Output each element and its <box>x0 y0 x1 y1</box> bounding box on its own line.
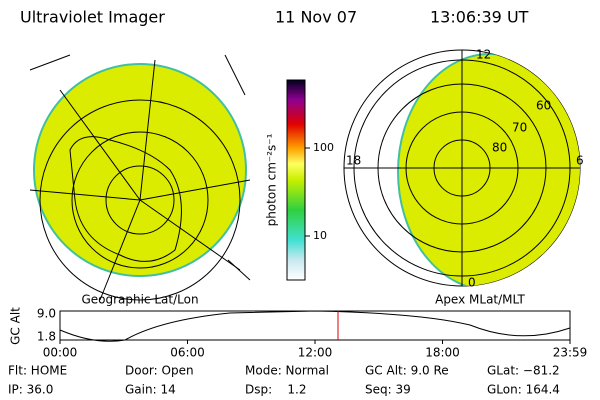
lat-circle <box>105 165 175 235</box>
x-tick-label: 23:59 <box>553 346 588 360</box>
status-field: Flt: HOME <box>8 364 67 378</box>
status-field: GC Alt: 9.0 Re <box>365 364 449 378</box>
time: 13:06:39 UT <box>430 8 529 27</box>
altitude-curve <box>59 310 571 342</box>
map-label: Apex MLat/MLT <box>435 293 525 307</box>
status-field: Dsp: 1.2 <box>245 383 307 397</box>
header: Ultraviolet Imager 11 Nov 07 13:06:39 UT <box>20 8 529 27</box>
mlt-lines <box>344 50 580 286</box>
mlt-label: 0 <box>468 276 476 290</box>
status-field: Door: Open <box>125 364 194 378</box>
coastline <box>29 54 251 281</box>
continent-outline <box>69 136 182 262</box>
x-tick-label: 12:00 <box>298 346 333 360</box>
lat-label: 80 <box>492 141 507 155</box>
lat-label: 60 <box>536 99 551 113</box>
y-axis-label: GC Alt <box>9 307 23 345</box>
mlt-label: 6 <box>576 154 584 168</box>
y-tick-label: 1.8 <box>37 330 56 344</box>
colorbar: photon cm⁻²s⁻¹ 100 10 <box>265 79 334 281</box>
altitude-plot: GC Alt 9.0 1.8 00:00 06:00 12:00 18:00 23:59 <box>9 307 588 360</box>
colorbar-scale <box>286 79 306 281</box>
status-field: Seq: 39 <box>365 383 411 397</box>
left-map: Geographic Lat/Lon <box>29 54 251 307</box>
lat-circle <box>71 131 209 269</box>
x-tick-label: 00:00 <box>43 346 78 360</box>
status-field: Mode: Normal <box>245 364 329 378</box>
plot-frame <box>59 310 571 341</box>
lat-circle <box>39 99 241 301</box>
status-field: GLon: 164.4 <box>487 383 560 397</box>
lat-label: 70 <box>512 121 527 135</box>
lon-lines <box>29 59 251 301</box>
colorbar-tick-label: 10 <box>313 229 327 242</box>
right-map: 12 18 6 0 60 70 80 Apex MLat/MLT <box>343 48 584 307</box>
instrument: Ultraviolet Imager <box>20 8 165 27</box>
status-field: Gain: 14 <box>125 383 176 397</box>
x-tick-label: 06:00 <box>170 346 205 360</box>
map-label: Geographic Lat/Lon <box>81 293 198 307</box>
x-tick-label: 18:00 <box>425 346 460 360</box>
status-field: IP: 36.0 <box>8 383 53 397</box>
y-tick-label: 9.0 <box>37 307 56 321</box>
status-field: GLat: −81.2 <box>487 364 560 378</box>
date: 11 Nov 07 <box>275 8 357 27</box>
status-panel: Flt: HOME Door: Open Mode: Normal GC Alt: 9… <box>8 364 560 397</box>
colorbar-unit: photon cm⁻²s⁻¹ <box>265 133 279 226</box>
colorbar-tick-label: 100 <box>313 141 334 154</box>
aurora-disk <box>33 63 247 277</box>
mlt-label: 12 <box>476 48 491 62</box>
mlt-label: 18 <box>346 154 361 168</box>
